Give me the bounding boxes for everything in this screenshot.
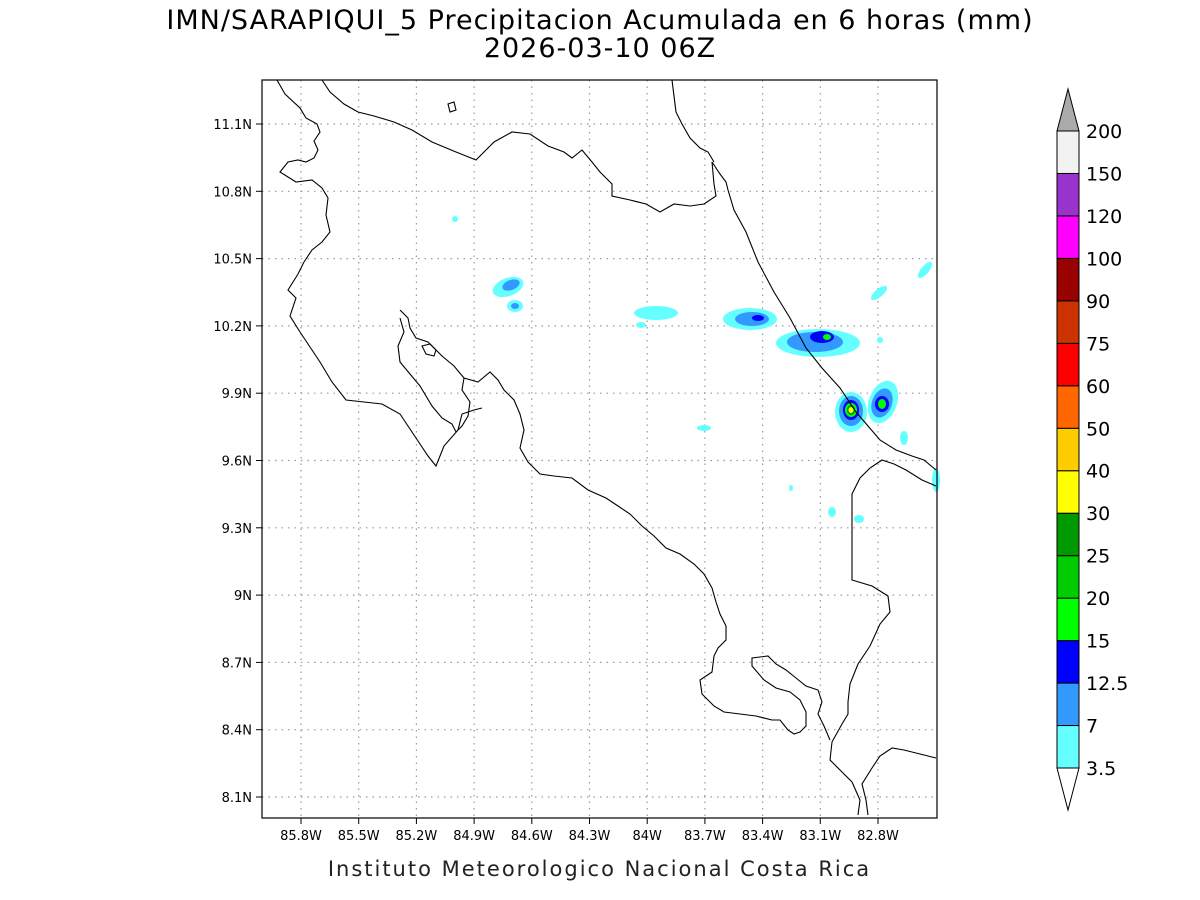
precip-area [917, 261, 933, 279]
coast-pacific [399, 309, 831, 741]
precip-area [823, 334, 831, 340]
panama-border [829, 459, 937, 816]
colorbar-swatch [1056, 342, 1080, 387]
colorbar-level-label: 60 [1086, 376, 1110, 398]
colorbar-level-label: 100 [1086, 248, 1122, 270]
nicaragua-border-north [276, 79, 483, 468]
lat-tick-label: 10.8N [213, 185, 252, 200]
colorbar-level-label: 7 [1086, 716, 1098, 738]
colorbar-level-label: 20 [1086, 588, 1110, 610]
precip-area [511, 303, 519, 309]
lat-tick-label: 9N [234, 589, 252, 604]
colorbar-swatch [1056, 512, 1080, 557]
colorbar-level-label: 15 [1086, 631, 1110, 653]
colorbar-swatch [1056, 215, 1080, 259]
colorbar-swatch [1056, 470, 1080, 514]
footer-credit: Instituto Meteorologico Nacional Costa R… [327, 857, 872, 881]
colorbar-level-label: 50 [1086, 418, 1110, 440]
lon-tick-label: 85.8W [280, 829, 322, 844]
precip-area [854, 515, 864, 523]
map-title: IMN/SARAPIQUI_5 Precipitacion Acumulada … [166, 5, 1034, 36]
lat-tick-label: 9.6N [222, 455, 252, 470]
lon-tick-label: 85.2W [395, 829, 437, 844]
colorbar-swatch [1056, 172, 1080, 217]
precip-area [848, 407, 854, 413]
colorbar-swatch [1056, 300, 1080, 344]
lon-tick-label: 84W [632, 829, 662, 844]
colorbar-level-label: 150 [1086, 163, 1122, 185]
colorbar-level-label: 3.5 [1086, 758, 1116, 780]
colorbar-level-label: 40 [1086, 461, 1110, 483]
colorbar-swatch [1056, 725, 1080, 769]
precip-area [752, 315, 764, 321]
colorbar-swatch [1056, 257, 1080, 302]
colorbar-level-label: 120 [1086, 206, 1122, 228]
lat-tick-label: 9.9N [222, 387, 252, 402]
precip-area [828, 507, 836, 517]
colorbar-swatch [1056, 555, 1080, 599]
lon-tick-label: 83.1W [799, 829, 841, 844]
lon-tick-label: 83.7W [684, 829, 726, 844]
colorbar-swatch [1056, 427, 1080, 472]
colorbar-level-label: 30 [1086, 503, 1110, 525]
colorbar-level-label: 75 [1086, 333, 1110, 355]
lon-tick-label: 83.4W [742, 829, 784, 844]
coast-north [321, 79, 729, 213]
lon-tick-label: 84.3W [569, 829, 611, 844]
coast-caribbean [727, 189, 937, 471]
gulf-nicoya-inner [397, 317, 471, 433]
precip-area [877, 337, 883, 343]
coastlines-and-borders [276, 79, 937, 816]
map-valid-time: 2026-03-10 06Z [483, 33, 717, 64]
precip-area [789, 485, 793, 491]
colorbar-swatch [1056, 640, 1080, 684]
precip-area [870, 285, 888, 301]
colorbar-swatch [1056, 130, 1080, 174]
lon-tick-label: 84.6W [511, 829, 553, 844]
axis-ticks: 85.8W 85.5W 85.2W 84.9W 84.6W 84.3W 84W 83.7W 83… [213, 118, 899, 844]
precip-area [452, 216, 458, 222]
lat-tick-label: 9.3N [222, 522, 252, 537]
precip-area [634, 306, 678, 320]
colorbar-level-label: 200 [1086, 121, 1122, 143]
colorbar-swatch [1056, 385, 1080, 429]
precip-area [900, 431, 908, 445]
map-gridlines [262, 80, 937, 818]
lat-tick-label: 11.1N [213, 118, 252, 133]
precip-area [810, 331, 834, 343]
lat-tick-label: 8.4N [222, 724, 252, 739]
precipitation-field [452, 216, 940, 523]
lat-tick-label: 8.1N [222, 791, 252, 806]
precip-area [697, 425, 711, 431]
colorbar-level-label: 90 [1086, 291, 1110, 313]
lat-tick-label: 10.2N [213, 320, 252, 335]
colorbar-swatch [1056, 597, 1080, 642]
precip-area [502, 279, 520, 291]
lon-tick-label: 85.5W [338, 829, 380, 844]
colorbar-under-arrow [1056, 767, 1080, 812]
colorbar: 3.5 7 12.5 15 20 25 30 40 50 60 75 90 100 120 150 200 [1056, 87, 1128, 812]
lon-tick-label: 84.9W [453, 829, 495, 844]
precip-area [735, 312, 769, 326]
island-north [447, 101, 457, 113]
lat-tick-label: 8.7N [222, 656, 252, 671]
coast-pacific-south [861, 747, 937, 816]
colorbar-level-label: 12.5 [1086, 673, 1128, 695]
colorbar-swatch [1056, 682, 1080, 727]
island-small [421, 343, 437, 357]
precip-area [932, 468, 940, 492]
precip-area [636, 322, 646, 328]
coast-upper-right [671, 79, 715, 163]
map-frame [261, 79, 938, 819]
colorbar-over-arrow [1056, 87, 1080, 132]
lon-tick-label: 82.8W [857, 829, 899, 844]
precip-area [878, 399, 886, 409]
colorbar-level-label: 25 [1086, 546, 1110, 568]
lat-tick-label: 10.5N [213, 253, 252, 268]
